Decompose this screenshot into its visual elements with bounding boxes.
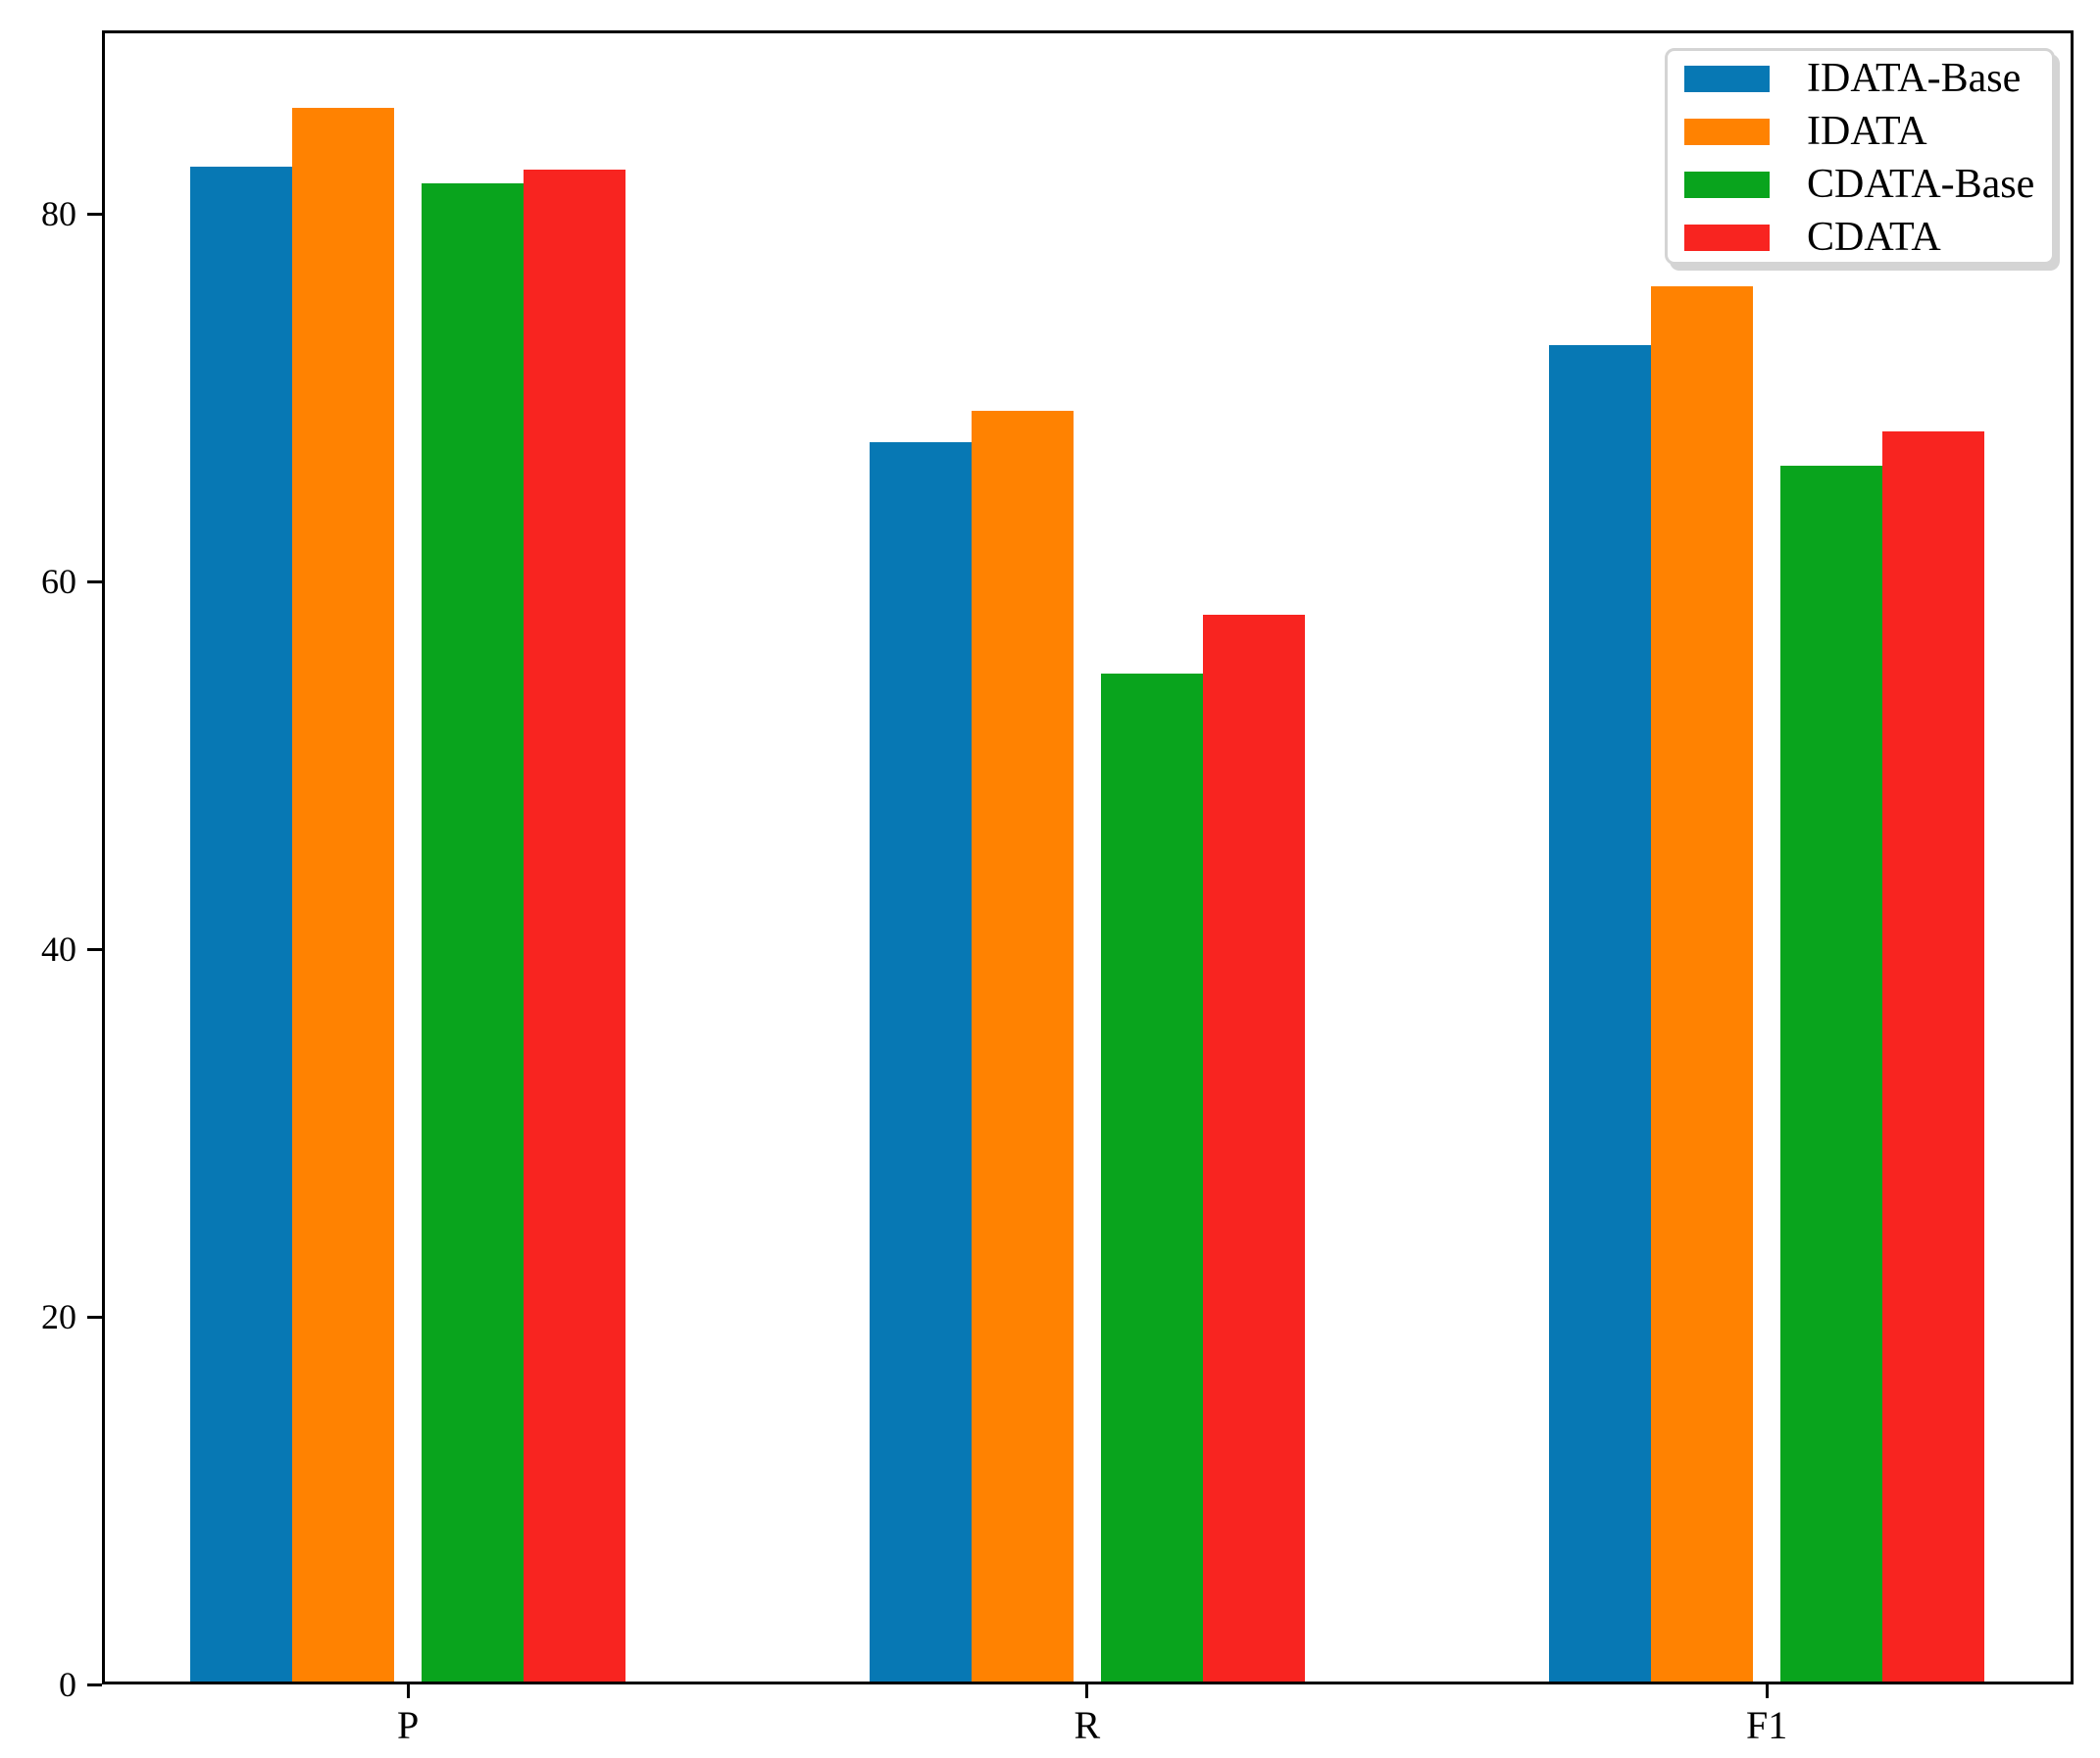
bar-idata-p (292, 107, 395, 1684)
y-tick-label-0: 0 (59, 1665, 76, 1704)
plot-axes-frame (102, 30, 2074, 1684)
y-tick-label-80: 80 (41, 194, 76, 234)
bar-cdata-r (1202, 615, 1305, 1684)
bar-idata-base-f1 (1549, 344, 1652, 1684)
x-tick-label-p: P (396, 1703, 420, 1747)
bar-cdata-f1 (1882, 430, 1985, 1684)
legend-label-cdata: CDATA (1807, 215, 1941, 260)
legend: IDATA-Base IDATA CDATA-Base CDATA (1665, 48, 2055, 265)
y-tick-label-60: 60 (41, 562, 76, 602)
y-tick-label-40: 40 (41, 929, 76, 970)
legend-entry-idata: IDATA (1684, 105, 2052, 158)
y-tick-mark-40 (87, 947, 102, 951)
x-tick-mark-p (406, 1684, 410, 1698)
legend-entry-cdata-base: CDATA-Base (1684, 158, 2052, 211)
x-tick-mark-r (1085, 1684, 1089, 1698)
y-tick-label-20: 20 (41, 1297, 76, 1337)
legend-swatch-idata (1684, 118, 1770, 145)
bar-cdata-base-r (1100, 674, 1203, 1684)
bar-idata-r (971, 411, 1074, 1684)
legend-swatch-idata-base (1684, 65, 1770, 92)
bar-cdata-p (524, 170, 626, 1684)
legend-entry-idata-base: IDATA-Base (1684, 52, 2052, 105)
y-tick-mark-20 (87, 1315, 102, 1319)
y-tick-mark-60 (87, 579, 102, 583)
legend-label-cdata-base: CDATA-Base (1807, 162, 2035, 207)
legend-swatch-cdata-base (1684, 171, 1770, 198)
legend-label-idata: IDATA (1807, 109, 1927, 154)
bar-idata-f1 (1651, 285, 1754, 1684)
x-tick-label-f1: F1 (1745, 1703, 1788, 1747)
y-tick-mark-80 (87, 212, 102, 216)
x-tick-mark-f1 (1765, 1684, 1769, 1698)
bar-idata-base-p (190, 166, 293, 1684)
bar-cdata-base-p (422, 182, 525, 1684)
legend-swatch-cdata (1684, 224, 1770, 251)
bar-cdata-base-f1 (1780, 466, 1883, 1684)
bar-idata-base-r (869, 441, 972, 1684)
x-tick-label-r: R (1074, 1703, 1101, 1747)
legend-entry-cdata: CDATA (1684, 211, 2052, 264)
legend-label-idata-base: IDATA-Base (1807, 56, 2022, 101)
y-tick-mark-0 (87, 1683, 102, 1686)
